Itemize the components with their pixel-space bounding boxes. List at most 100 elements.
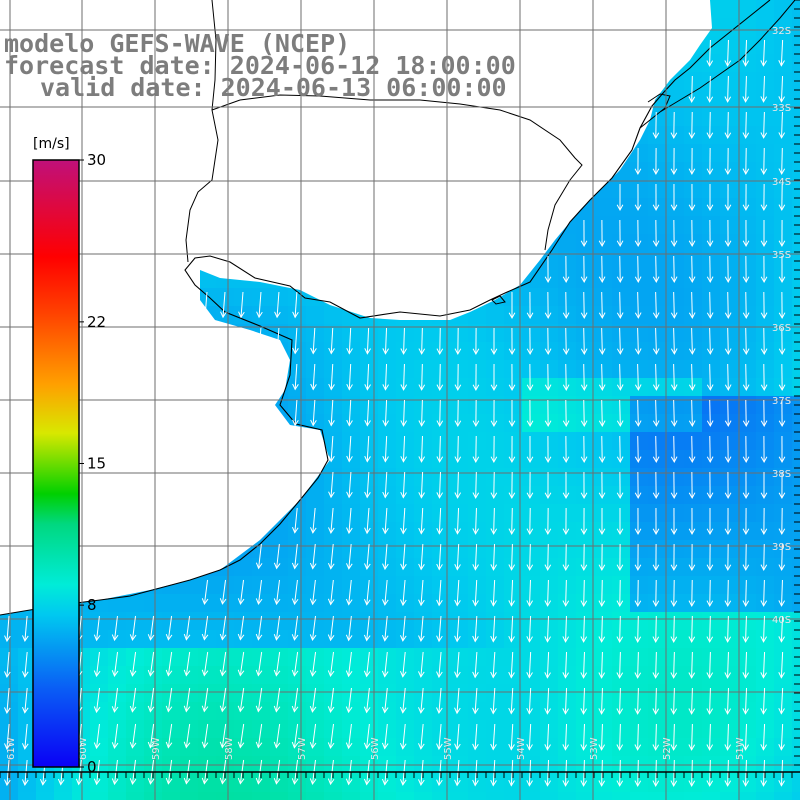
- wind-arrow-head: [219, 669, 227, 677]
- wind-arrow: [185, 615, 191, 640]
- wind-arrow-head: [345, 706, 353, 714]
- wind-arrow: [204, 291, 208, 318]
- wind-arrow: [727, 651, 729, 678]
- wind-arrow: [439, 363, 441, 390]
- wind-arrow-head: [724, 744, 732, 751]
- wind-arrow: [655, 759, 657, 786]
- wind-arrow-head: [760, 564, 768, 571]
- wind-arrow-head: [399, 706, 407, 714]
- wind-arrow-head: [382, 384, 389, 391]
- wind-arrow-head: [418, 527, 425, 535]
- wind-arrow-head: [129, 670, 137, 677]
- wind-arrow-head: [363, 634, 371, 642]
- colorbar-unit: [m/s]: [33, 136, 70, 152]
- wind-arrow: [691, 75, 693, 102]
- wind-arrow: [691, 759, 693, 786]
- wind-arrow: [438, 543, 442, 570]
- wind-arrow: [348, 687, 352, 713]
- wind-arrow-head: [760, 744, 767, 751]
- wind-arrow-head: [706, 780, 714, 787]
- wind-arrow-head: [706, 600, 714, 607]
- wind-arrow: [546, 759, 550, 786]
- wind-arrow-head: [292, 419, 299, 427]
- wind-arrow-head: [652, 132, 660, 140]
- wind-arrow-head: [688, 672, 696, 679]
- wind-arrow: [727, 39, 729, 66]
- wind-arrow-head: [490, 600, 497, 607]
- latitude-label: 32S: [772, 26, 791, 37]
- wind-arrow-head: [399, 670, 407, 678]
- wind-arrow: [763, 615, 765, 642]
- wind-arrow-head: [310, 347, 317, 355]
- wind-arrow-head: [472, 635, 479, 643]
- wind-arrow: [330, 471, 334, 498]
- wind-arrow-head: [544, 312, 552, 320]
- wind-arrow-head: [201, 741, 209, 749]
- wind-arrow: [348, 615, 352, 641]
- wind-arrow: [24, 615, 28, 641]
- wind-arrow: [565, 759, 567, 786]
- wind-arrow: [293, 615, 299, 640]
- wind-arrow-head: [598, 780, 606, 787]
- wind-arrow: [582, 687, 586, 714]
- wind-arrow-head: [724, 456, 732, 464]
- wind-arrow-head: [742, 132, 750, 139]
- wind-arrow: [637, 435, 639, 462]
- wind-arrow-head: [634, 708, 642, 715]
- wind-arrow-head: [778, 672, 785, 679]
- wind-arrow-head: [508, 312, 516, 320]
- wind-arrow-head: [255, 633, 263, 641]
- wind-arrow-head: [400, 491, 407, 499]
- wind-arrow-head: [760, 348, 768, 356]
- wind-arrow: [421, 363, 423, 390]
- wind-arrow-head: [670, 528, 678, 536]
- wind-arrow-head: [544, 276, 552, 284]
- wind-arrow-head: [688, 204, 696, 212]
- wind-arrow-head: [436, 384, 444, 391]
- wind-arrow-head: [670, 312, 678, 319]
- wind-arrow-head: [328, 527, 335, 534]
- wind-arrow-head: [183, 741, 191, 749]
- wind-arrow-head: [292, 383, 299, 391]
- wind-arrow: [727, 363, 729, 390]
- wind-arrow: [185, 651, 191, 676]
- wind-arrow-head: [436, 348, 444, 355]
- wind-arrow-head: [688, 348, 696, 355]
- wind-arrow: [366, 507, 370, 534]
- wind-arrow-head: [634, 744, 642, 751]
- wind-arrow: [709, 723, 711, 750]
- wind-arrow-head: [778, 708, 785, 715]
- wind-arrow: [384, 687, 388, 713]
- wind-arrow-head: [544, 744, 551, 751]
- wind-arrow-head: [706, 168, 714, 176]
- wind-arrow-head: [778, 528, 786, 536]
- wind-arrow: [258, 543, 262, 569]
- wind-arrow: [780, 723, 784, 750]
- wind-arrow-head: [688, 492, 696, 500]
- wind-arrow: [258, 327, 262, 354]
- wind-arrow-head: [526, 420, 534, 428]
- wind-arrow-head: [742, 420, 750, 427]
- wind-arrow-head: [526, 636, 533, 643]
- wind-arrow: [420, 543, 424, 570]
- wind-arrow-head: [616, 528, 624, 536]
- wind-arrow-head: [22, 671, 29, 678]
- wind-arrow-head: [93, 706, 101, 714]
- wind-arrow-head: [562, 276, 570, 284]
- wind-arrow-head: [472, 492, 480, 499]
- wind-arrow-head: [760, 204, 768, 212]
- wind-arrow-head: [598, 600, 606, 607]
- wind-arrow-head: [688, 636, 696, 643]
- wind-arrow: [564, 651, 568, 678]
- wind-arrow: [546, 723, 550, 750]
- wind-arrow-head: [292, 311, 299, 319]
- wind-arrow: [275, 651, 281, 676]
- wind-arrow: [24, 687, 28, 713]
- wind-arrow-head: [652, 708, 660, 715]
- wind-arrow: [673, 723, 675, 750]
- wind-arrow: [439, 399, 441, 426]
- wind-arrow-head: [526, 672, 533, 679]
- wind-arrow-head: [688, 420, 696, 427]
- wind-arrow-head: [562, 384, 570, 391]
